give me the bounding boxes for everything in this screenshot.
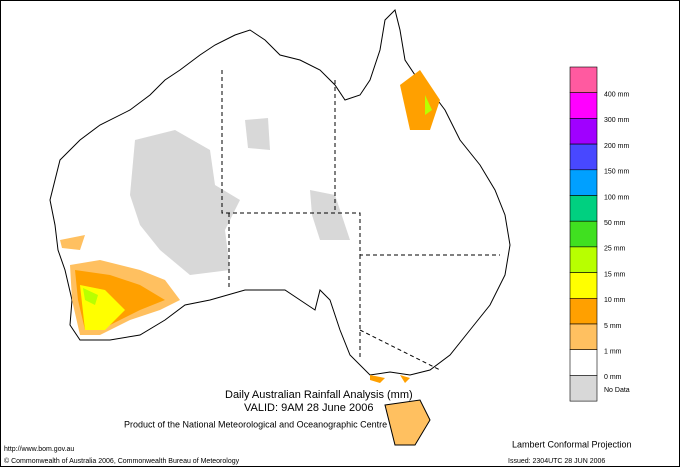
no-data-area xyxy=(245,118,270,150)
legend-swatch xyxy=(569,92,598,119)
state-border xyxy=(221,70,500,371)
legend: 400 mm 300 mm 200 mm 150 mm 100 mm 50 mm 25 mm… xyxy=(569,66,630,402)
legend-swatch xyxy=(569,375,598,402)
issued: Issued: 2304UTC 28 JUN 2006 xyxy=(508,458,605,465)
legend-label: 1 mm xyxy=(604,349,622,356)
no-data-area xyxy=(310,190,350,240)
legend-label: 150 mm xyxy=(604,169,629,176)
no-data-areas xyxy=(130,118,350,275)
legend-label: 15 mm xyxy=(604,271,626,278)
valid-time: VALID: 9AM 28 June 2006 xyxy=(244,402,373,414)
rain-15mm xyxy=(425,95,432,115)
legend-swatch xyxy=(569,297,598,325)
legend-label: 10 mm xyxy=(604,297,626,304)
state-borders xyxy=(221,70,500,371)
no-data-area xyxy=(130,130,240,275)
rain-5mm xyxy=(400,70,440,130)
rain-5mm xyxy=(370,375,410,383)
rain-1mm xyxy=(60,235,85,250)
copyright: © Commonwealth of Australia 2006, Common… xyxy=(4,457,240,465)
legend-label: 200 mm xyxy=(604,143,629,150)
legend-swatch xyxy=(569,169,598,196)
tasmania xyxy=(384,399,431,446)
legend-swatch xyxy=(569,323,598,351)
legend-label: 300 mm xyxy=(604,117,629,124)
product-note: Product of the National Meteorological a… xyxy=(124,419,387,429)
legend-label: 25 mm xyxy=(604,246,626,253)
legend-label: 5 mm xyxy=(604,323,622,330)
rainfall-areas xyxy=(60,70,440,383)
legend-swatch xyxy=(569,66,598,94)
legend-label: 400 mm xyxy=(604,92,629,99)
rain-15mm xyxy=(83,288,98,305)
legend-label: 100 mm xyxy=(604,194,629,201)
legend-swatch xyxy=(569,195,598,222)
projection: Lambert Conformal Projection xyxy=(512,439,632,449)
legend-label: 0 mm xyxy=(604,374,622,381)
legend-swatch xyxy=(569,118,598,145)
legend-swatch xyxy=(569,272,598,299)
legend-label: No Data xyxy=(604,387,630,394)
legend-label: 50 mm xyxy=(604,220,626,227)
legend-swatch xyxy=(569,246,598,273)
legend-swatch xyxy=(569,349,598,376)
legend-swatch xyxy=(569,143,598,171)
url: http://www.bom.gov.au xyxy=(4,446,74,453)
legend-swatch xyxy=(569,220,598,248)
map-title: Daily Australian Rainfall Analysis (mm) xyxy=(225,389,413,401)
